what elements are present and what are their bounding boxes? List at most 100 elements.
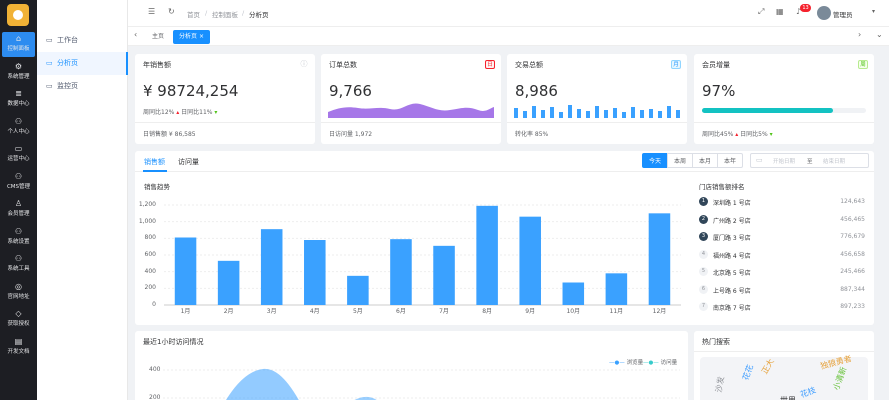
bar[interactable] [433, 245, 455, 305]
diamond-icon: ◇ [15, 309, 22, 318]
avatar[interactable] [817, 6, 831, 20]
close-icon[interactable]: × [198, 33, 204, 40]
rail-item[interactable]: ⚙ 系统管理 [2, 60, 35, 85]
bar[interactable] [304, 240, 326, 305]
chevron-down-icon[interactable]: ⌄ [876, 30, 883, 39]
breadcrumb-separator: / [205, 9, 208, 17]
rank-number: 2 [699, 214, 708, 224]
rail-item[interactable]: ♙ 会员管理 [2, 197, 35, 222]
rail-item[interactable]: ⚇ 系统工具 [2, 252, 35, 277]
visits-panel: 最近1小时访问情况 —●— 浏览量 —●— 访问量 400 200 [135, 331, 688, 400]
tab-sales[interactable]: 销售额 [144, 158, 165, 166]
date-separator: 至 [807, 159, 813, 165]
rail-item[interactable]: ▤ 开发文档 [2, 335, 35, 360]
bar[interactable] [519, 216, 541, 305]
caret-down-icon: ▾ [767, 131, 773, 138]
rank-number: 1 [699, 197, 708, 206]
logo[interactable] [7, 4, 29, 26]
hot-word[interactable]: 沙发 [714, 375, 726, 394]
language-icon[interactable]: ▦ [776, 7, 784, 16]
rail-item-label: 获取授权 [7, 321, 30, 327]
bar[interactable] [562, 282, 585, 306]
panel-title: 热门搜索 [702, 338, 730, 346]
rail-item-label: 系统设置 [7, 238, 30, 245]
week-compare-text: 周同比12% [143, 109, 175, 116]
x-tick-label: 12月 [652, 308, 667, 315]
date-start[interactable]: 开始日期 [773, 159, 796, 165]
bar[interactable] [217, 260, 240, 305]
menu-item-monitor[interactable]: ▭ 监控页 [37, 75, 128, 98]
rail-item[interactable]: ⚇ 系统设置 [2, 225, 35, 250]
period-year[interactable]: 本年 [717, 153, 743, 168]
rail-item[interactable]: ▭ 运营中心 [2, 142, 35, 167]
bar[interactable] [260, 229, 283, 305]
card-value: 9,766 [329, 82, 372, 100]
rail-item[interactable]: ⌂ 控制面板 [2, 32, 35, 57]
legend-marker: —●— [609, 360, 627, 366]
monitor-icon: ▭ [46, 36, 53, 44]
menu-item-analysis[interactable]: ▭ 分析页 [37, 52, 128, 75]
document-icon: ▤ [14, 336, 23, 346]
refresh-icon[interactable]: ↻ [168, 7, 175, 16]
bar[interactable] [648, 213, 671, 305]
hot-word[interactable]: 花花 [741, 363, 755, 382]
user-name[interactable]: 管理员 [833, 11, 853, 19]
chevron-right-icon[interactable]: › [858, 30, 862, 39]
rank-number: 6 [699, 284, 708, 294]
rail-item[interactable]: ◇ 获取授权 [2, 307, 35, 332]
icon-rail: ⌂ 控制面板 ⚙ 系统管理 ≣ 数据中心 ⚇ 个人中心 ▭ 运营中心 ⚇ CMS管理 ♙ 会员管理 ⚇ 系统设… [0, 0, 37, 400]
menu-item-workbench[interactable]: ▭ 工作台 [37, 29, 128, 52]
period-month[interactable]: 本月 [692, 153, 718, 168]
x-tick-label: 5月 [352, 308, 363, 315]
breadcrumb-separator: / [242, 9, 245, 17]
rail-item-label: 控制面板 [7, 46, 30, 52]
y-tick-label: 600 [144, 251, 156, 258]
hot-word[interactable]: 正大 [760, 357, 776, 376]
tab-analysis[interactable]: 分析页 × [173, 30, 210, 44]
store-sales: 776,679 [840, 233, 865, 240]
x-tick-label: 4月 [309, 308, 320, 315]
bar[interactable] [174, 237, 197, 306]
bar[interactable] [347, 275, 369, 305]
hot-word[interactable]: 花枝 [798, 385, 818, 400]
date-end[interactable]: 结束日期 [823, 159, 846, 165]
hot-word[interactable]: 世界 [780, 395, 796, 400]
divider [135, 171, 874, 172]
info-icon[interactable]: ⓘ [300, 60, 308, 68]
breadcrumb-home[interactable]: 首页 [187, 11, 200, 19]
tab-visits[interactable]: 访问量 [178, 158, 199, 166]
people-icon: ⚇ [14, 116, 23, 126]
bar[interactable] [476, 205, 498, 305]
progress-fill [702, 108, 834, 113]
rail-item[interactable]: ⚇ 个人中心 [2, 115, 35, 140]
hot-word[interactable]: 小清新 [831, 365, 849, 392]
fullscreen-icon[interactable]: ⤢ [758, 7, 765, 16]
breadcrumb-current: 分析页 [249, 11, 269, 19]
caret-up-icon: ▴ [174, 109, 182, 116]
tab-home[interactable]: 主页 [152, 33, 165, 40]
bar[interactable] [390, 239, 412, 305]
rail-item[interactable]: ◎ 官网地址 [2, 280, 35, 305]
date-range-picker[interactable]: ▭ 开始日期 至 结束日期 [750, 153, 869, 168]
breadcrumb-dashboard[interactable]: 控制面板 [212, 11, 238, 19]
card-value: ¥ 98724,254 [143, 82, 239, 100]
store-sales: 456,658 [840, 250, 865, 258]
notification-badge: 13 [800, 4, 811, 12]
store-sales: 124,643 [840, 198, 865, 205]
divider [321, 122, 501, 123]
bell-icon[interactable]: ♪ [796, 7, 802, 16]
rail-item-label: 数据中心 [7, 101, 30, 107]
compare-row: 周同比45% ▴ 日同比5% ▾ [702, 129, 773, 138]
period-tag: 日 [485, 60, 495, 69]
globe-icon: ◎ [15, 281, 22, 291]
rail-item[interactable]: ⚇ CMS管理 [2, 170, 35, 195]
week-compare-text: 周同比45% [702, 131, 734, 138]
chevron-down-icon[interactable]: ▾ [872, 8, 876, 15]
x-tick-label: 3月 [266, 308, 277, 315]
y-tick-label: 800 [144, 234, 156, 242]
rank-number: 3 [699, 232, 708, 241]
chevron-left-icon[interactable]: ‹ [134, 30, 138, 39]
rail-item[interactable]: ≣ 数据中心 [2, 87, 35, 112]
menu-fold-icon[interactable]: ☰ [148, 7, 156, 16]
bar[interactable] [605, 273, 628, 305]
